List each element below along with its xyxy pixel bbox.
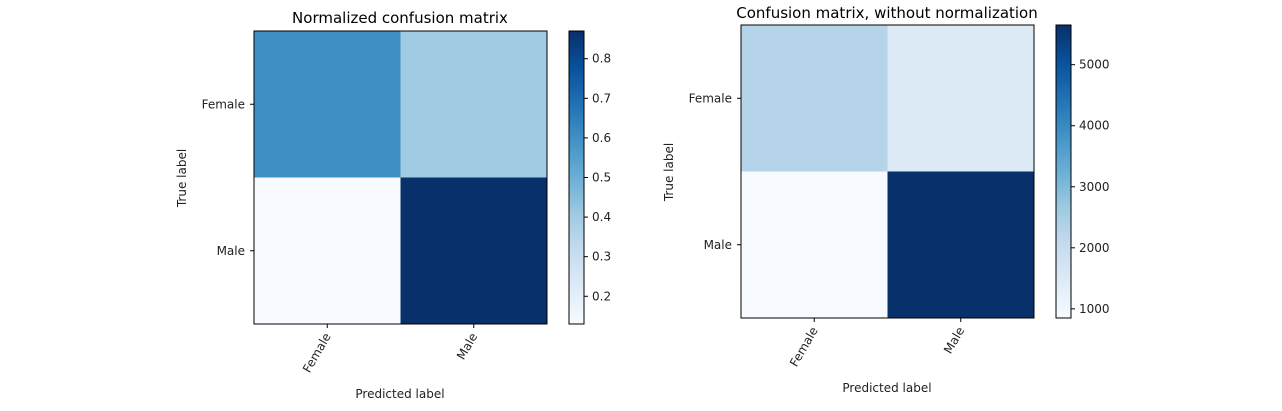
colorbar	[568, 30, 585, 325]
plot-frame	[253, 30, 548, 325]
colorbar-tick-label: 1000	[1079, 302, 1110, 316]
heatmap-cell	[400, 177, 548, 325]
y-tick-label: Male	[217, 244, 245, 258]
colorbar-tick-label: 0.4	[592, 210, 611, 224]
colorbar-tick-label: 2000	[1079, 241, 1110, 255]
x-tick-label: Male	[941, 325, 967, 357]
colorbar-tick-label: 4000	[1079, 119, 1110, 133]
colorbar-tick-label: 5000	[1079, 58, 1110, 72]
colorbar-tick-label: 0.2	[592, 289, 611, 303]
heatmap-cells	[741, 25, 1035, 319]
heatmap-cell	[254, 177, 401, 325]
colorbar-ticks: 0.2 0.3 0.4 0.5 0.6 0.7 0.8	[584, 52, 611, 303]
x-ticks: Female Male	[300, 324, 480, 375]
heatmap-cell	[887, 25, 1035, 172]
heatmap-cell	[887, 171, 1035, 319]
x-axis-label: Predicted label	[355, 387, 444, 401]
y-tick-label: Male	[704, 238, 732, 252]
x-tick-label: Female	[787, 325, 821, 370]
x-tick-label: Male	[454, 331, 480, 363]
colorbar-tick-label: 0.3	[592, 250, 611, 264]
colorbar	[1055, 24, 1072, 319]
colorbar-ticks: 1000 2000 3000 4000 5000	[1071, 58, 1110, 316]
colorbar-tick-label: 3000	[1079, 180, 1110, 194]
colorbar-tick-label: 0.6	[592, 131, 611, 145]
raw-confusion-matrix: Confusion matrix, without normalization …	[662, 4, 1110, 395]
heatmap-cell	[254, 31, 401, 178]
x-axis-label: Predicted label	[842, 381, 931, 395]
heatmap-cell	[741, 25, 888, 172]
y-ticks: Female Male	[202, 97, 254, 258]
normalized-confusion-matrix: Normalized confusion matrix Female Male F…	[175, 9, 611, 401]
chart-title: Normalized confusion matrix	[292, 9, 508, 27]
heatmap-cells	[254, 31, 548, 325]
y-ticks: Female Male	[689, 91, 741, 252]
heatmap-cell	[400, 31, 548, 178]
y-tick-label: Female	[689, 91, 732, 105]
colorbar-tick-label: 0.8	[592, 52, 611, 66]
x-tick-label: Female	[300, 331, 334, 376]
colorbar-tick-label: 0.5	[592, 171, 611, 185]
heatmap-cell	[741, 171, 888, 319]
chart-title: Confusion matrix, without normalization	[736, 4, 1038, 22]
x-ticks: Female Male	[787, 318, 967, 369]
plot-frame	[740, 24, 1035, 319]
y-axis-label: True label	[662, 143, 676, 202]
y-tick-label: Female	[202, 97, 245, 111]
y-axis-label: True label	[175, 149, 189, 208]
colorbar-tick-label: 0.7	[592, 91, 611, 105]
